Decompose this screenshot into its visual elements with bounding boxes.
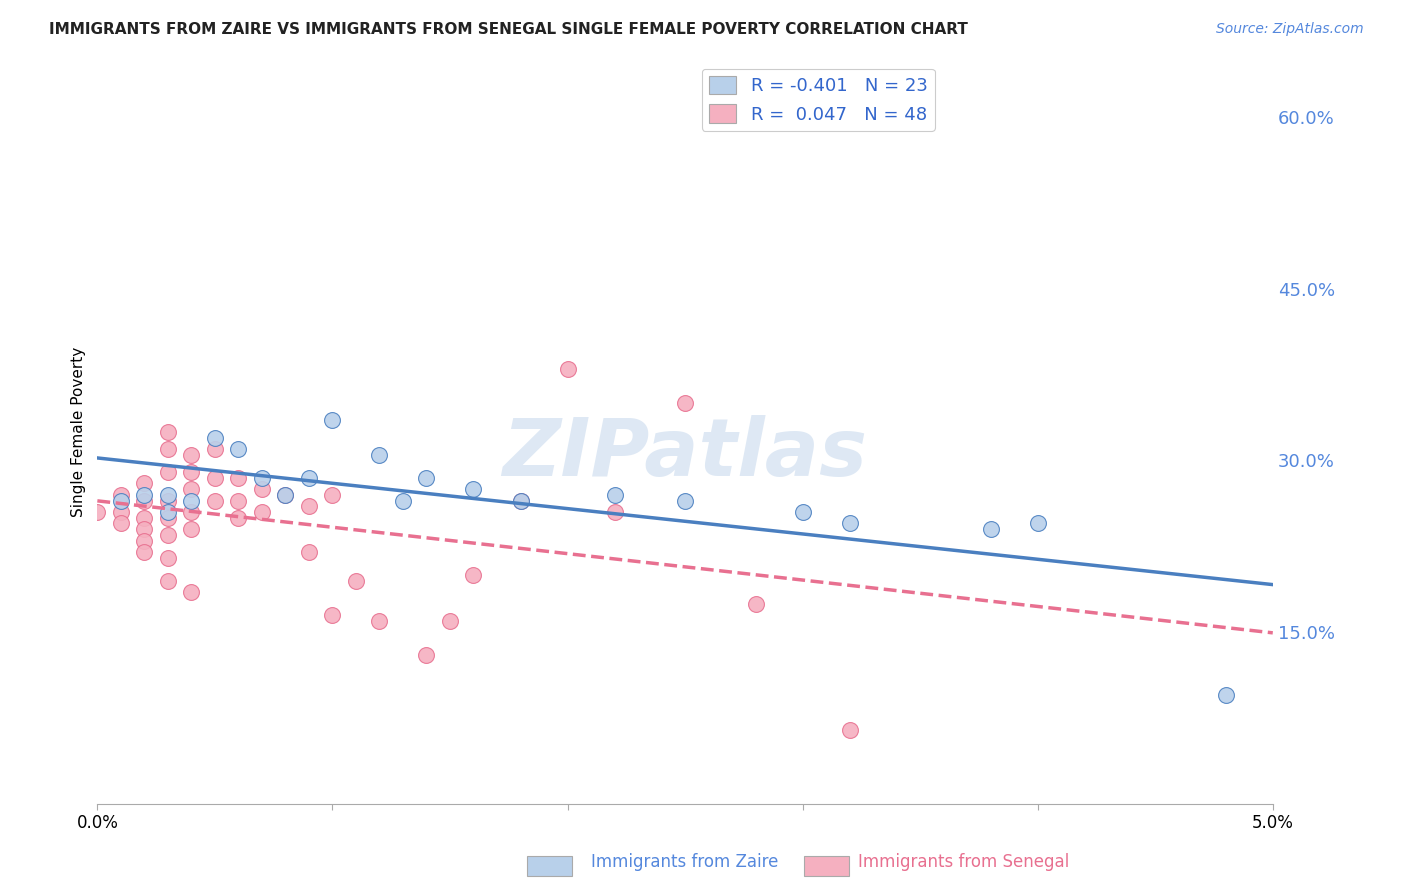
- Point: [321, 413, 343, 427]
- Point: [792, 505, 814, 519]
- Point: [321, 488, 343, 502]
- Point: [250, 470, 273, 484]
- Y-axis label: Single Female Poverty: Single Female Poverty: [72, 347, 86, 517]
- Point: [110, 493, 132, 508]
- Text: ZIPatlas: ZIPatlas: [502, 415, 868, 493]
- Point: [204, 430, 226, 444]
- Point: [156, 488, 179, 502]
- Point: [180, 465, 202, 479]
- Point: [1026, 516, 1049, 531]
- Point: [1215, 688, 1237, 702]
- Point: [134, 493, 156, 508]
- Point: [228, 493, 250, 508]
- Point: [156, 550, 179, 565]
- Point: [274, 488, 297, 502]
- Point: [509, 493, 531, 508]
- Point: [180, 522, 202, 536]
- Point: [463, 568, 485, 582]
- Point: [980, 522, 1002, 536]
- Point: [156, 465, 179, 479]
- Text: Source: ZipAtlas.com: Source: ZipAtlas.com: [1216, 22, 1364, 37]
- Point: [180, 493, 202, 508]
- Point: [603, 488, 626, 502]
- Point: [156, 425, 179, 439]
- Point: [156, 505, 179, 519]
- Point: [344, 574, 367, 588]
- Point: [673, 493, 696, 508]
- Point: [228, 442, 250, 456]
- Point: [603, 505, 626, 519]
- Point: [250, 505, 273, 519]
- Point: [134, 488, 156, 502]
- Point: [180, 585, 202, 599]
- Point: [321, 607, 343, 622]
- Point: [134, 533, 156, 548]
- Point: [673, 396, 696, 410]
- Point: [134, 545, 156, 559]
- Point: [250, 482, 273, 496]
- Point: [415, 470, 437, 484]
- Text: IMMIGRANTS FROM ZAIRE VS IMMIGRANTS FROM SENEGAL SINGLE FEMALE POVERTY CORRELATI: IMMIGRANTS FROM ZAIRE VS IMMIGRANTS FROM…: [49, 22, 969, 37]
- Point: [134, 476, 156, 491]
- Point: [156, 528, 179, 542]
- Point: [557, 361, 579, 376]
- Point: [134, 522, 156, 536]
- Text: Immigrants from Zaire: Immigrants from Zaire: [591, 853, 778, 871]
- Point: [204, 442, 226, 456]
- Point: [204, 470, 226, 484]
- Point: [156, 493, 179, 508]
- Point: [298, 545, 321, 559]
- Point: [110, 488, 132, 502]
- Point: [439, 614, 461, 628]
- Point: [110, 505, 132, 519]
- Point: [509, 493, 531, 508]
- Point: [156, 574, 179, 588]
- Point: [86, 505, 108, 519]
- Point: [156, 510, 179, 524]
- Point: [415, 648, 437, 662]
- Point: [744, 597, 766, 611]
- Point: [156, 442, 179, 456]
- Point: [228, 510, 250, 524]
- Point: [463, 482, 485, 496]
- Point: [368, 448, 391, 462]
- Point: [180, 482, 202, 496]
- Point: [110, 516, 132, 531]
- Legend: R = -0.401   N = 23, R =  0.047   N = 48: R = -0.401 N = 23, R = 0.047 N = 48: [702, 69, 935, 131]
- Point: [392, 493, 415, 508]
- Point: [298, 500, 321, 514]
- Point: [228, 470, 250, 484]
- Point: [274, 488, 297, 502]
- Point: [838, 723, 860, 737]
- Point: [204, 493, 226, 508]
- Point: [134, 510, 156, 524]
- Point: [180, 505, 202, 519]
- Point: [180, 448, 202, 462]
- Point: [838, 516, 860, 531]
- Text: Immigrants from Senegal: Immigrants from Senegal: [858, 853, 1069, 871]
- Point: [368, 614, 391, 628]
- Point: [298, 470, 321, 484]
